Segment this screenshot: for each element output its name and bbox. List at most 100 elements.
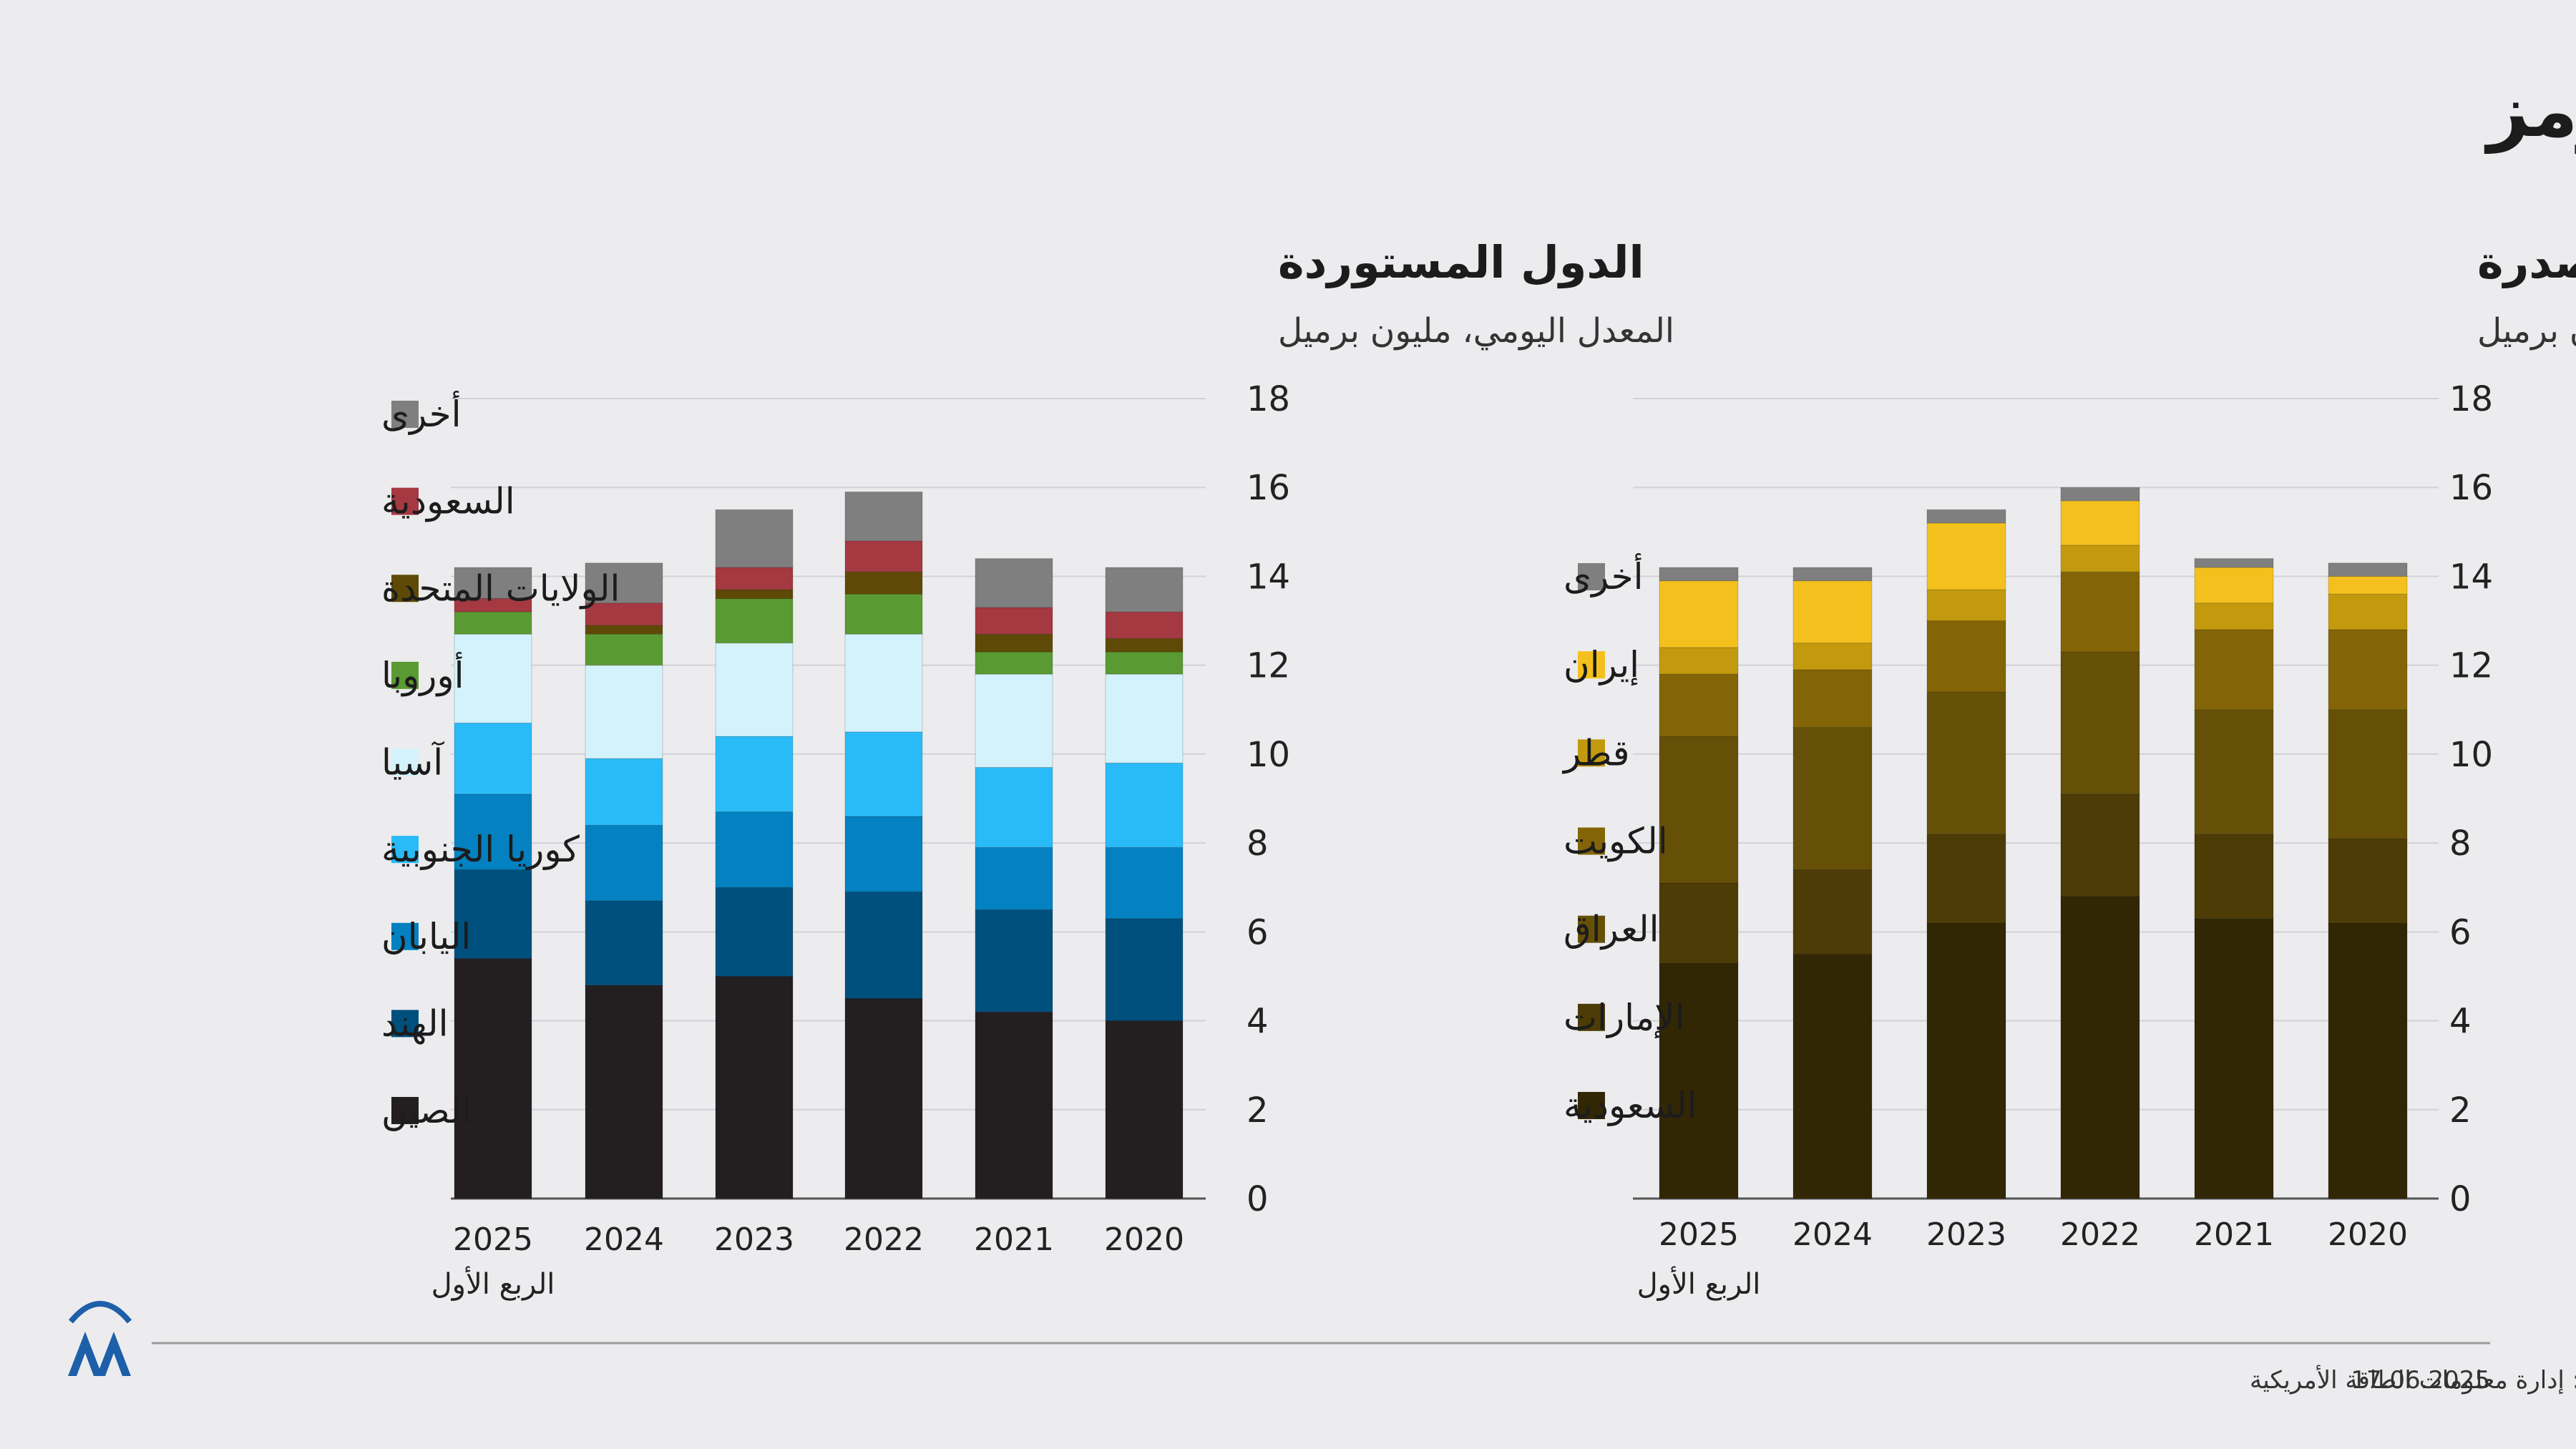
exporters-bar-2020-series-4 — [2328, 593, 2408, 630]
exporters-bar-2024-series-1 — [1792, 869, 1873, 955]
exporters-ytick-label: 16 — [2449, 468, 2493, 508]
importers-xtick-sublabel: الربع الأول — [431, 1266, 555, 1301]
exporters-bar-2021-series-1 — [2194, 834, 2274, 919]
exporters-bar-2021-series-0 — [2194, 918, 2274, 1199]
importers-bar-2021-series-0 — [975, 1011, 1053, 1199]
importers-bar-2024-series-0 — [585, 985, 663, 1199]
importers-bar-2025-series-2 — [454, 794, 532, 870]
importers-bar-2021-series-3 — [975, 767, 1053, 848]
exporters-bar-2024-series-4 — [1792, 643, 1873, 670]
exporters-bar-2022-series-3 — [2060, 571, 2140, 653]
importers-bar-2021-series-8 — [975, 558, 1053, 608]
exporters-xtick-label-2021: 2021 — [2194, 1216, 2274, 1253]
exporters-bar-2024-series-5 — [1792, 580, 1873, 644]
exporters-ytick-label: 10 — [2449, 735, 2493, 775]
importers-bar-2021-series-7 — [975, 607, 1053, 635]
exporters-xtick-label-2023: 2023 — [1926, 1216, 2006, 1253]
footer-source: المصدر: إدارة معلومات الطاقة الأمريكية — [2250, 1365, 2576, 1395]
importers-legend-swatch-4 — [391, 748, 419, 776]
importers-legend-label-1: الهند — [381, 1002, 449, 1045]
importers-ytick-label: 10 — [1246, 735, 1290, 775]
exporters-bar-2023-series-0 — [1926, 922, 2006, 1199]
exporters-legend-label-3: الكويت — [1563, 821, 1668, 862]
importers-ytick-label: 0 — [1246, 1179, 1269, 1219]
importers-bar-2022-series-7 — [844, 540, 923, 572]
importers-bar-2025-series-4 — [454, 633, 532, 723]
exporters-bar-2022-series-6 — [2060, 487, 2140, 502]
importers-xtick-label-2020: 2020 — [1104, 1221, 1184, 1258]
exporters-bar-2023-series-6 — [1926, 509, 2006, 524]
importers-bar-2022-series-8 — [844, 491, 923, 542]
importers-bar-2021-series-4 — [975, 673, 1053, 769]
importers-bar-2022-series-3 — [844, 731, 923, 817]
importers-bar-2020-series-5 — [1105, 651, 1184, 675]
exporters-bar-2022-series-2 — [2060, 651, 2140, 795]
aa-logo — [68, 1301, 132, 1376]
exporters-legend-swatch-1 — [1578, 1003, 1605, 1031]
exporters-bar-2022-series-5 — [2060, 500, 2140, 546]
importers-bar-2024-series-6 — [585, 625, 663, 635]
importers-bar-2025-series-3 — [454, 722, 532, 795]
exporters-ytick-label: 18 — [2449, 379, 2493, 419]
importers-bar-2023-series-4 — [715, 643, 794, 737]
exporters-bar-2021-series-2 — [2194, 709, 2274, 835]
exporters-bar-2024-series-3 — [1792, 669, 1873, 728]
exporters-bar-2021-series-5 — [2194, 567, 2274, 604]
importers-bar-2024-series-1 — [585, 900, 663, 986]
importers-title: الدول المستوردة — [1278, 236, 1644, 288]
importers-bar-2022-series-4 — [844, 633, 923, 733]
importers-bar-2020-series-1 — [1105, 918, 1184, 1022]
importers-bar-2023-series-2 — [715, 811, 794, 888]
importers-ytick-label: 2 — [1246, 1091, 1269, 1131]
importers-bar-2025-series-5 — [454, 611, 532, 635]
importers-ytick-label: 8 — [1246, 824, 1269, 864]
importers-xtick-label-2023: 2023 — [714, 1221, 794, 1258]
importers-ytick-label: 14 — [1246, 557, 1290, 597]
exporters-ytick-label: 0 — [2449, 1179, 2472, 1219]
importers-bar-2024-series-4 — [585, 665, 663, 759]
importers-bar-2022-series-6 — [844, 571, 923, 595]
importers-xtick-label-2021: 2021 — [974, 1221, 1054, 1258]
importers-bar-2021-series-1 — [975, 909, 1053, 1013]
importers-bar-2023-series-8 — [715, 509, 794, 568]
importers-bar-2023-series-6 — [715, 589, 794, 599]
importers-legend-swatch-1 — [391, 1010, 419, 1038]
exporters-legend-swatch-6 — [1578, 563, 1605, 590]
exporters-bar-2020-series-3 — [2328, 629, 2408, 711]
exporters-subtitle: المعدل اليومي، مليون برميل — [2477, 311, 2576, 351]
importers-subtitle: المعدل اليومي، مليون برميل — [1278, 311, 1674, 351]
exporters-xtick-label-2022: 2022 — [2060, 1216, 2140, 1253]
exporters-bar-2024-series-2 — [1792, 727, 1873, 870]
exporters-bar-2025-series-3 — [1659, 673, 1739, 737]
importers-bar-2023-series-3 — [715, 736, 794, 813]
exporters-bar-2025-series-4 — [1659, 647, 1739, 675]
exporters-bar-2023-series-5 — [1926, 522, 2006, 590]
importers-ytick-label: 18 — [1246, 379, 1290, 419]
importers-legend-swatch-2 — [391, 922, 419, 950]
exporters-bar-2020-series-1 — [2328, 838, 2408, 924]
exporters-bar-2022-series-4 — [2060, 545, 2140, 572]
exporters-legend-label-5: إيران — [1563, 644, 1639, 686]
exporters-legend-label-1: الإمارات — [1563, 997, 1685, 1038]
exporters-bar-2020-series-6 — [2328, 562, 2408, 577]
importers-legend-label-8: أخرى — [381, 391, 462, 435]
exporters-bar-2025-series-6 — [1659, 567, 1739, 582]
importers-legend-swatch-3 — [391, 836, 419, 864]
exporters-bar-2022-series-0 — [2060, 896, 2140, 1199]
importers-legend-swatch-5 — [391, 661, 419, 689]
importers-bar-2020-series-0 — [1105, 1020, 1184, 1199]
exporters-legend-label-0: السعودية — [1563, 1085, 1697, 1126]
exporters-bar-2023-series-4 — [1926, 589, 2006, 622]
exporters-bar-2025-series-1 — [1659, 882, 1739, 964]
importers-bar-2022-series-0 — [844, 998, 923, 1199]
exporters-legend-swatch-2 — [1578, 915, 1605, 943]
exporters-bar-2020-series-2 — [2328, 709, 2408, 839]
exporters-xtick-label-2024: 2024 — [1792, 1216, 1873, 1253]
exporters-bar-2023-series-3 — [1926, 620, 2006, 693]
importers-bar-2022-series-2 — [844, 816, 923, 892]
exporters-ytick-label: 4 — [2449, 1002, 2472, 1042]
exporters-bar-2023-series-1 — [1926, 834, 2006, 924]
exporters-ytick-label: 14 — [2449, 557, 2493, 597]
footer-date: 17.06.2025 — [2351, 1366, 2490, 1395]
